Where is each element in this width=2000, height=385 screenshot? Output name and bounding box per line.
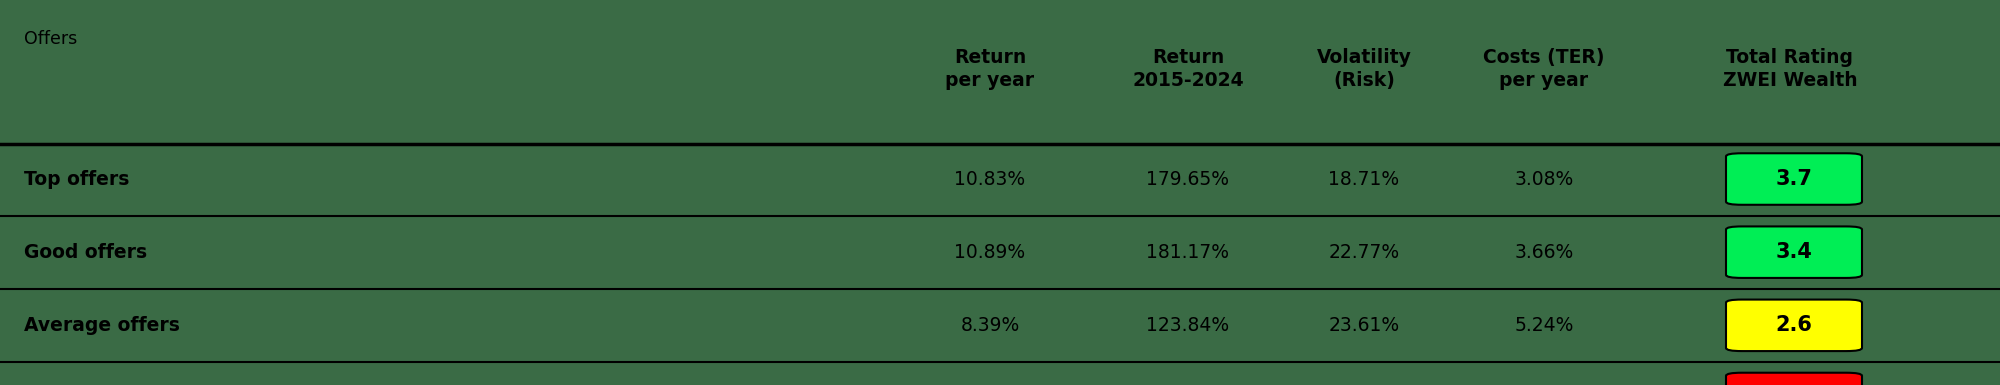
Text: 3.7: 3.7 bbox=[1776, 169, 1812, 189]
Text: 3.08%: 3.08% bbox=[1514, 169, 1574, 189]
Text: 179.65%: 179.65% bbox=[1146, 169, 1230, 189]
Text: Costs (TER)
per year: Costs (TER) per year bbox=[1484, 49, 1604, 90]
Text: Average offers: Average offers bbox=[24, 316, 180, 335]
Text: 8.39%: 8.39% bbox=[960, 316, 1020, 335]
FancyBboxPatch shape bbox=[1726, 300, 1862, 351]
Text: 23.61%: 23.61% bbox=[1328, 316, 1400, 335]
Text: 3.66%: 3.66% bbox=[1514, 243, 1574, 262]
FancyBboxPatch shape bbox=[1726, 226, 1862, 278]
Text: Return
2015-2024: Return 2015-2024 bbox=[1132, 49, 1244, 90]
Text: Total Rating
ZWEI Wealth: Total Rating ZWEI Wealth bbox=[1722, 49, 1858, 90]
Text: Offers: Offers bbox=[24, 30, 78, 47]
Text: 5.24%: 5.24% bbox=[1514, 316, 1574, 335]
Text: 10.83%: 10.83% bbox=[954, 169, 1026, 189]
Text: 10.89%: 10.89% bbox=[954, 243, 1026, 262]
Text: 181.17%: 181.17% bbox=[1146, 243, 1230, 262]
FancyBboxPatch shape bbox=[1726, 153, 1862, 205]
FancyBboxPatch shape bbox=[1726, 373, 1862, 385]
Text: Volatility
(Risk): Volatility (Risk) bbox=[1316, 49, 1412, 90]
Text: Top offers: Top offers bbox=[24, 169, 130, 189]
Text: 2.6: 2.6 bbox=[1776, 315, 1812, 335]
Text: 3.4: 3.4 bbox=[1776, 242, 1812, 262]
Text: 123.84%: 123.84% bbox=[1146, 316, 1230, 335]
Text: Good offers: Good offers bbox=[24, 243, 148, 262]
Text: 18.71%: 18.71% bbox=[1328, 169, 1400, 189]
Text: 22.77%: 22.77% bbox=[1328, 243, 1400, 262]
Text: Return
per year: Return per year bbox=[946, 49, 1034, 90]
